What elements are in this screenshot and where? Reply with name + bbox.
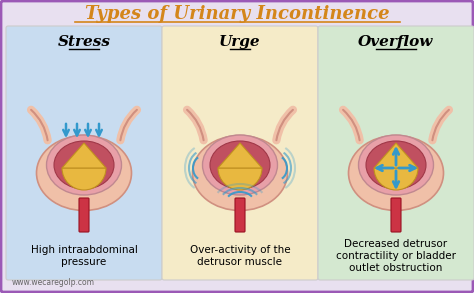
- Ellipse shape: [358, 135, 434, 195]
- Polygon shape: [218, 143, 262, 168]
- Text: Over-activity of the
detrusor muscle: Over-activity of the detrusor muscle: [190, 245, 290, 267]
- Text: Stress: Stress: [57, 35, 110, 49]
- Text: High intraabdominal
pressure: High intraabdominal pressure: [30, 245, 137, 267]
- FancyBboxPatch shape: [391, 198, 401, 232]
- Ellipse shape: [366, 141, 426, 189]
- Ellipse shape: [192, 135, 288, 210]
- Ellipse shape: [210, 141, 270, 189]
- Ellipse shape: [54, 141, 114, 189]
- Text: Overflow: Overflow: [358, 35, 434, 49]
- Polygon shape: [62, 143, 106, 168]
- Wedge shape: [374, 168, 418, 190]
- FancyBboxPatch shape: [162, 26, 318, 280]
- Ellipse shape: [36, 135, 131, 210]
- Polygon shape: [374, 143, 418, 168]
- FancyBboxPatch shape: [318, 26, 474, 280]
- Text: Urge: Urge: [219, 35, 261, 49]
- Text: Decreased detrusor
contractility or bladder
outlet obstruction: Decreased detrusor contractility or blad…: [336, 239, 456, 273]
- Ellipse shape: [348, 135, 444, 210]
- Wedge shape: [62, 168, 106, 190]
- Ellipse shape: [202, 135, 277, 195]
- FancyBboxPatch shape: [79, 198, 89, 232]
- Text: Types of Urinary Incontinence: Types of Urinary Incontinence: [85, 5, 389, 23]
- FancyBboxPatch shape: [6, 26, 162, 280]
- Ellipse shape: [46, 135, 121, 195]
- Wedge shape: [218, 168, 262, 190]
- Text: www.wecaregolp.com: www.wecaregolp.com: [12, 278, 95, 287]
- FancyBboxPatch shape: [235, 198, 245, 232]
